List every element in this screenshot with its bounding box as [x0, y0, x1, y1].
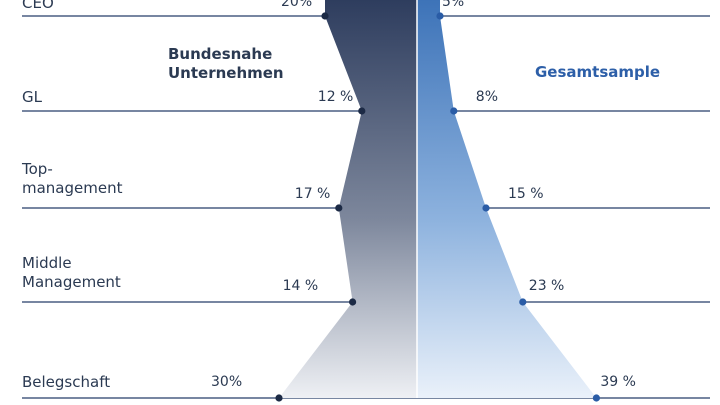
point-gesamtsample-4	[592, 394, 601, 402]
series-title-bundesnahe: Bundesnahe Unternehmen	[168, 45, 284, 82]
value-label-gesamtsample-0: 5%	[442, 0, 465, 10]
point-gesamtsample-0	[436, 12, 444, 20]
gesamtsample-area	[417, 0, 597, 398]
category-label-3: Middle Management	[22, 254, 121, 291]
category-label-4: Belegschaft	[22, 373, 111, 391]
point-gesamtsample-1	[450, 107, 458, 115]
series-title-gesamtsample: Gesamtsample	[535, 63, 661, 81]
value-label-gesamtsample-3: 23 %	[528, 278, 565, 294]
point-bundesnahe-0	[321, 12, 329, 20]
value-label-gesamtsample-1: 8%	[475, 89, 499, 105]
category-label-0: CEO	[22, 0, 54, 12]
point-bundesnahe-3	[349, 298, 357, 306]
point-bundesnahe-4	[275, 394, 283, 402]
point-bundesnahe-2	[335, 204, 343, 212]
value-label-bundesnahe-0: 20%	[281, 0, 313, 10]
category-label-1: GL	[22, 88, 42, 106]
value-label-bundesnahe-3: 14 %	[282, 278, 319, 294]
value-label-gesamtsample-4: 39 %	[600, 374, 636, 390]
value-label-bundesnahe-2: 17 %	[294, 186, 331, 202]
value-label-gesamtsample-2: 15 %	[508, 186, 544, 202]
category-label-2: Top- management	[22, 160, 123, 197]
value-label-bundesnahe-1: 12 %	[317, 89, 354, 105]
data-points	[275, 12, 601, 402]
point-bundesnahe-1	[358, 107, 366, 115]
point-gesamtsample-2	[482, 204, 490, 212]
bundesnahe-area	[279, 0, 417, 398]
point-gesamtsample-3	[519, 298, 527, 306]
value-label-bundesnahe-4: 30%	[211, 374, 243, 390]
